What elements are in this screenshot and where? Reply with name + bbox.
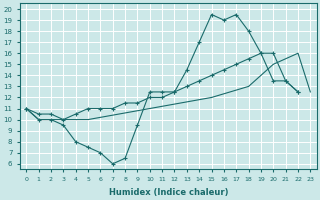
- X-axis label: Humidex (Indice chaleur): Humidex (Indice chaleur): [108, 188, 228, 197]
